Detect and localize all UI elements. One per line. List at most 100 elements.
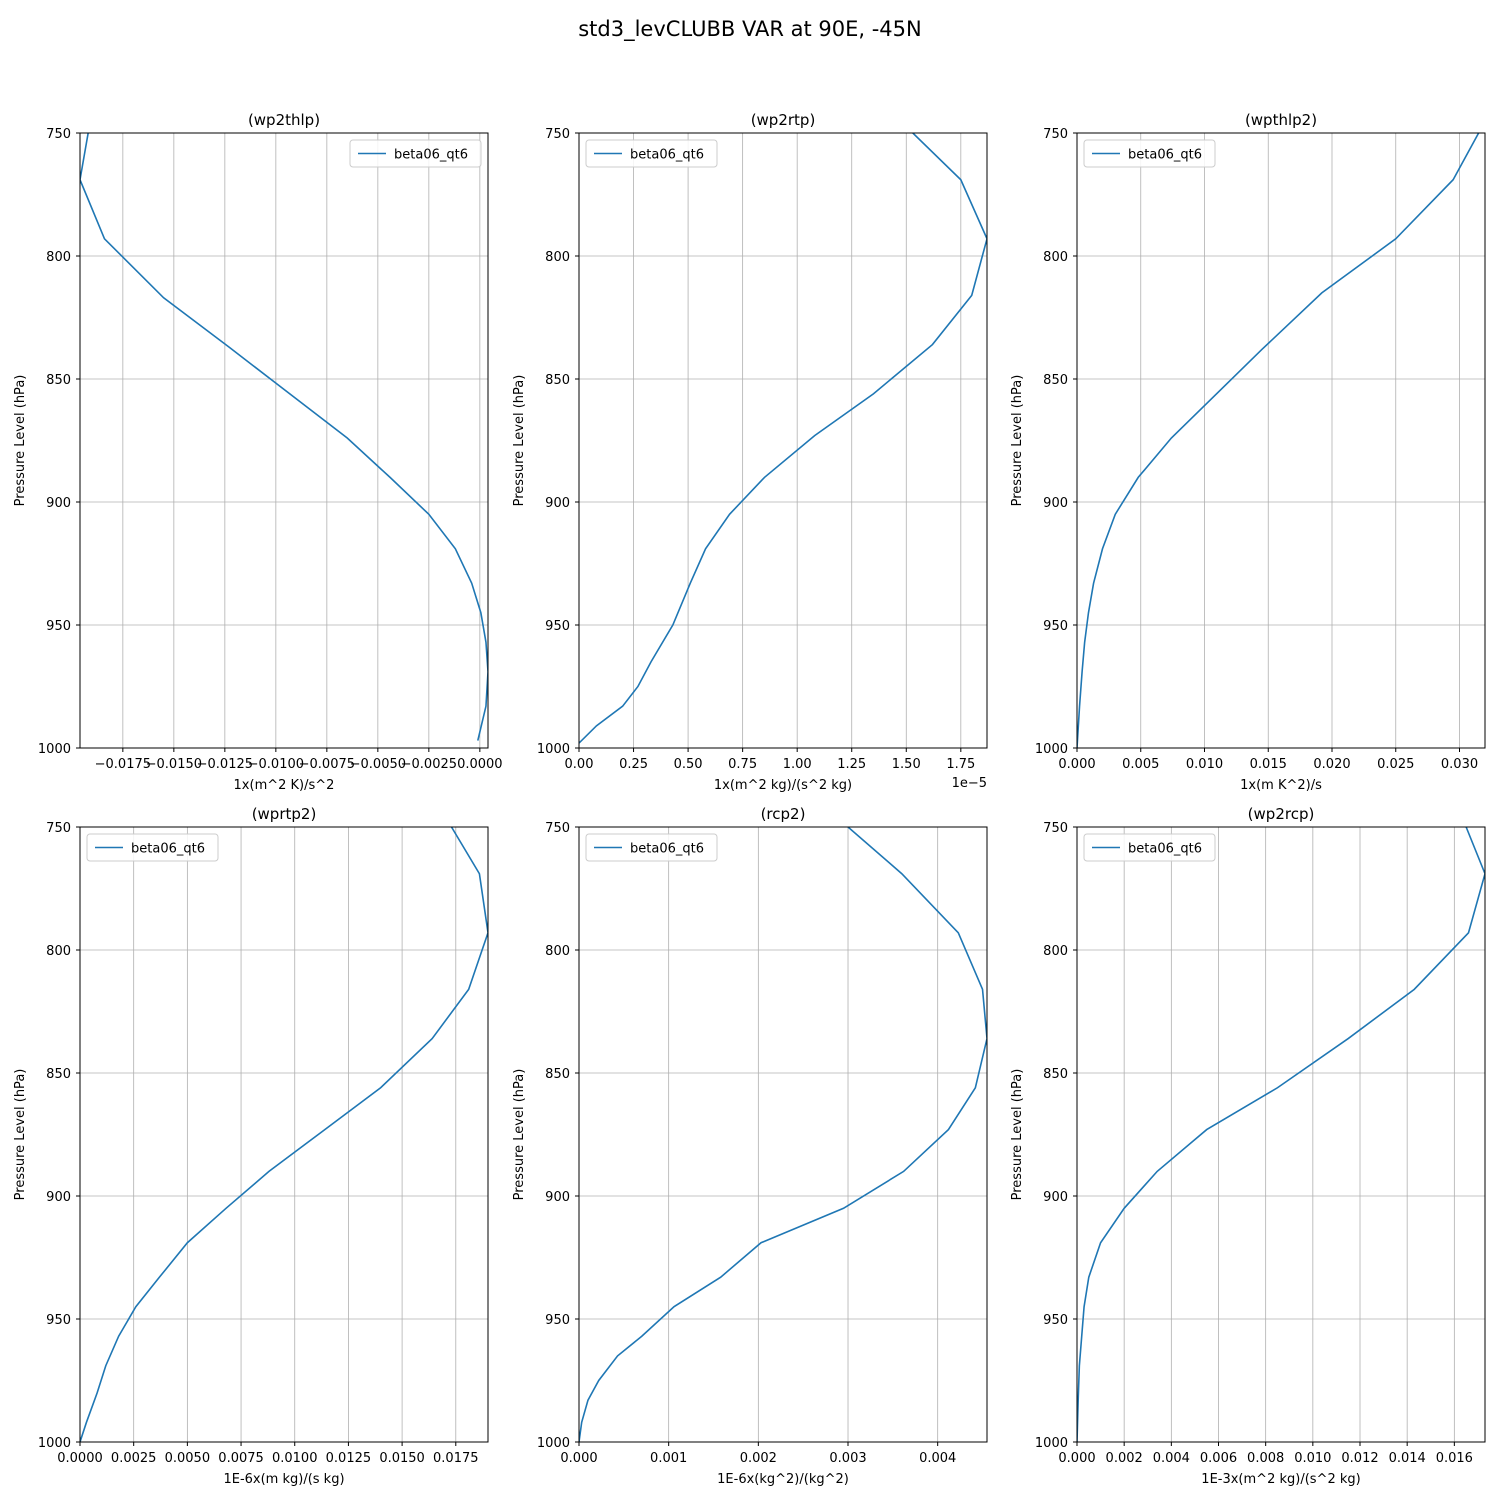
- axes-frame: [79, 132, 489, 749]
- x-axis-label: 1E-3x(m^2 kg)/(s^2 kg): [1201, 1472, 1360, 1487]
- x-tick-label: 0.000: [1058, 757, 1095, 772]
- y-tick-label: 950: [46, 619, 71, 634]
- y-tick-label: 850: [1043, 1067, 1068, 1082]
- y-tick-label: 800: [545, 944, 570, 959]
- figure-title: std3_levCLUBB VAR at 90E, -45N: [578, 17, 922, 42]
- x-tick-label: 0.015: [1250, 757, 1287, 772]
- x-tick-label: 0.025: [1377, 757, 1414, 772]
- x-tick-label: 0.0125: [326, 1451, 372, 1466]
- y-tick-label: 800: [46, 250, 71, 265]
- x-axis-label: 1x(m^2 K)/s^2: [234, 778, 335, 793]
- x-tick-label: −0.0175: [95, 757, 151, 772]
- series-line-1: [579, 827, 987, 1442]
- y-tick-label: 1000: [537, 1436, 570, 1451]
- chart-title: (wp2rtp): [751, 111, 816, 129]
- x-tick-label: 0.001: [650, 1451, 687, 1466]
- x-tick-label: 1.25: [837, 757, 866, 772]
- y-axis-label: Pressure Level (hPa): [512, 1069, 527, 1201]
- legend-label: beta06_qt6: [1128, 148, 1202, 163]
- chart-title: (wprtp2): [252, 805, 317, 823]
- x-tick-label: 0.0000: [57, 1451, 103, 1466]
- x-tick-label: 0.00: [565, 757, 594, 772]
- x-tick-label: 0.008: [1247, 1451, 1284, 1466]
- legend-box: [585, 833, 718, 862]
- y-tick-label: 850: [545, 373, 570, 388]
- x-axis-label: 1E-6x(m kg)/(s kg): [223, 1472, 344, 1487]
- legend-label: beta06_qt6: [394, 148, 468, 163]
- x-tick-label: 0.25: [619, 757, 648, 772]
- y-tick-label: 900: [1043, 1190, 1068, 1205]
- y-tick-label: 750: [46, 821, 71, 836]
- legend-label: beta06_qt6: [1128, 842, 1202, 857]
- legend-box: [585, 139, 718, 168]
- chart-panel-3: 0.000 0.005 0.010 0.015 0.020 0.025 0.030 750 80…: [1010, 111, 1486, 793]
- x-tick-label: 0.003: [829, 1451, 866, 1466]
- chart-title: (rcp2): [761, 805, 806, 823]
- x-tick-label: 0.004: [1153, 1451, 1190, 1466]
- chart-title: (wp2thlp): [248, 111, 320, 129]
- legend: beta06_qt6: [1083, 833, 1216, 862]
- chart-title: (wpthlp2): [1245, 111, 1317, 129]
- y-axis-label: Pressure Level (hPa): [512, 375, 527, 507]
- y-tick-label: 900: [46, 1190, 71, 1205]
- x-tick-label: −0.0025: [401, 757, 457, 772]
- x-axis-label: 1x(m^2 kg)/(s^2 kg): [714, 778, 852, 793]
- y-tick-label: 850: [545, 1067, 570, 1082]
- y-tick-label: 850: [46, 373, 71, 388]
- x-tick-label: −0.0150: [146, 757, 202, 772]
- axes-frame: [1076, 826, 1486, 1443]
- x-tick-label: −0.0100: [248, 757, 304, 772]
- y-tick-label: 900: [46, 496, 71, 511]
- x-tick-label: 0.005: [1122, 757, 1159, 772]
- legend-box: [86, 833, 219, 862]
- y-tick-label: 750: [1043, 127, 1068, 142]
- x-tick-label: −0.0125: [197, 757, 253, 772]
- x-tick-label: 0.006: [1200, 1451, 1237, 1466]
- y-tick-label: 800: [46, 944, 71, 959]
- y-tick-label: 950: [1043, 619, 1068, 634]
- x-tick-label: 0.020: [1313, 757, 1350, 772]
- legend-label: beta06_qt6: [630, 148, 704, 163]
- series-line-1: [80, 133, 488, 741]
- x-tick-label: 1.50: [892, 757, 921, 772]
- y-tick-label: 750: [545, 127, 570, 142]
- y-axis-label: Pressure Level (hPa): [13, 375, 28, 507]
- x-tick-label: 0.0050: [165, 1451, 211, 1466]
- y-tick-label: 800: [1043, 944, 1068, 959]
- legend: beta06_qt6: [1083, 139, 1216, 168]
- chart-title: (wp2rcp): [1248, 805, 1315, 823]
- legend: beta06_qt6: [585, 139, 718, 168]
- y-tick-label: 1000: [38, 742, 71, 757]
- chart-panel-2: 0.00 0.25 0.50 0.75 1.00 1.25 1.50 1.75 750 800 85…: [512, 111, 988, 793]
- y-tick-label: 850: [46, 1067, 71, 1082]
- y-tick-label: 1000: [38, 1436, 71, 1451]
- x-offset-label: 1e−5: [952, 776, 987, 791]
- chart-panel-4: 0.0000 0.0025 0.0050 0.0075 0.0100 0.0125 0.01…: [13, 805, 489, 1487]
- y-tick-label: 800: [1043, 250, 1068, 265]
- series-line-1: [579, 133, 987, 744]
- y-tick-label: 950: [545, 1313, 570, 1328]
- x-tick-label: 0.000: [560, 1451, 597, 1466]
- x-tick-label: 0.030: [1441, 757, 1478, 772]
- y-tick-label: 1000: [537, 742, 570, 757]
- y-tick-label: 950: [46, 1313, 71, 1328]
- legend: beta06_qt6: [585, 833, 718, 862]
- chart-panel-1: −0.0175−0.0150−0.0125−0.0100−0.0075−0.00…: [13, 111, 503, 793]
- y-tick-label: 950: [1043, 1313, 1068, 1328]
- y-tick-label: 900: [545, 496, 570, 511]
- legend-label: beta06_qt6: [630, 842, 704, 857]
- x-tick-label: 0.016: [1436, 1451, 1473, 1466]
- y-tick-label: 750: [545, 821, 570, 836]
- series-line-1: [1077, 133, 1480, 748]
- x-tick-label: 0.010: [1186, 757, 1223, 772]
- y-tick-label: 1000: [1035, 742, 1068, 757]
- x-tick-label: 0.010: [1294, 1451, 1331, 1466]
- legend-box: [1083, 139, 1216, 168]
- x-tick-label: 0.004: [919, 1451, 956, 1466]
- x-tick-label: 0.75: [728, 757, 757, 772]
- x-tick-label: 0.002: [1106, 1451, 1143, 1466]
- x-axis-label: 1x(m K^2)/s: [1240, 778, 1322, 793]
- legend: beta06_qt6: [349, 139, 482, 168]
